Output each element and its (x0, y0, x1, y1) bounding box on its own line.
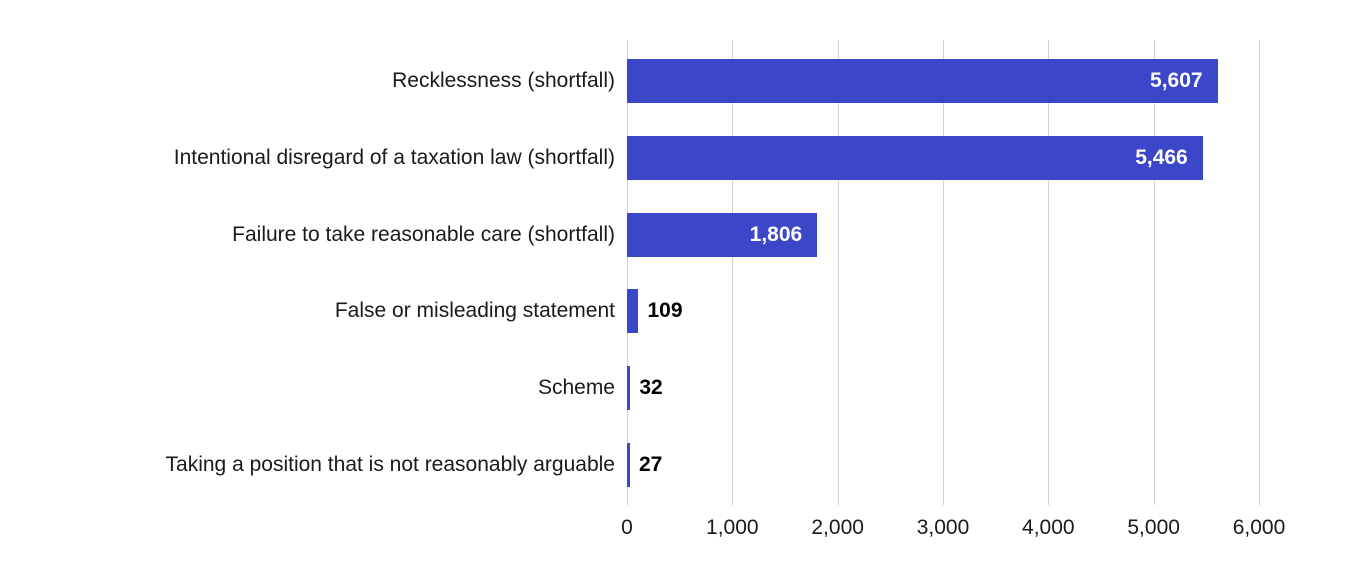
bar-row: 1,806 (627, 212, 1347, 257)
category-label: Recklessness (shortfall) (392, 69, 615, 92)
bar-value-label: 5,466 (1135, 145, 1188, 169)
category-label: Failure to take reasonable care (shortfa… (232, 222, 615, 246)
bar-row: 5,607 (627, 59, 1347, 103)
gridline (837, 40, 839, 505)
bar (627, 366, 631, 411)
x-tick-label: 0 (621, 516, 633, 539)
bar-value-label: 32 (639, 376, 663, 400)
bar: 5,466 (627, 135, 1203, 180)
bar-value-label: 109 (647, 299, 683, 323)
bar (627, 289, 639, 334)
bar: 5,607 (627, 59, 1218, 103)
gridline (1153, 40, 1155, 505)
category-label: Taking a position that is not reasonably… (165, 453, 615, 476)
bar (627, 443, 630, 487)
bar-row: 109 (627, 289, 1347, 334)
category-label: Scheme (537, 376, 615, 400)
bar-value-label: 27 (639, 453, 663, 476)
gridline (943, 40, 944, 505)
category-label: Intentional disregard of a taxation law … (173, 145, 615, 169)
x-tick-label: 2,000 (811, 516, 864, 539)
bar-value-label: 5,607 (1150, 69, 1203, 92)
bar: 1,806 (627, 212, 818, 257)
x-tick-label: 6,000 (1232, 516, 1286, 539)
category-label: False or misleading statement (334, 299, 615, 323)
gridline (627, 40, 628, 505)
bar-row: 5,466 (627, 135, 1347, 180)
bar-row: 27 (627, 443, 1347, 487)
x-tick-label: 3,000 (916, 516, 970, 539)
bar-row: 32 (627, 366, 1347, 411)
x-tick-label: 1,000 (706, 516, 759, 539)
plot-area: 5,607 5,466 1,806 109 32 27 (627, 40, 1347, 505)
x-tick-label: 5,000 (1127, 516, 1180, 539)
x-tick-label: 4,000 (1022, 516, 1075, 539)
gridline (732, 40, 734, 505)
gridline (1259, 40, 1260, 505)
gridline (1048, 40, 1050, 505)
bar-value-label: 1,806 (749, 222, 803, 246)
